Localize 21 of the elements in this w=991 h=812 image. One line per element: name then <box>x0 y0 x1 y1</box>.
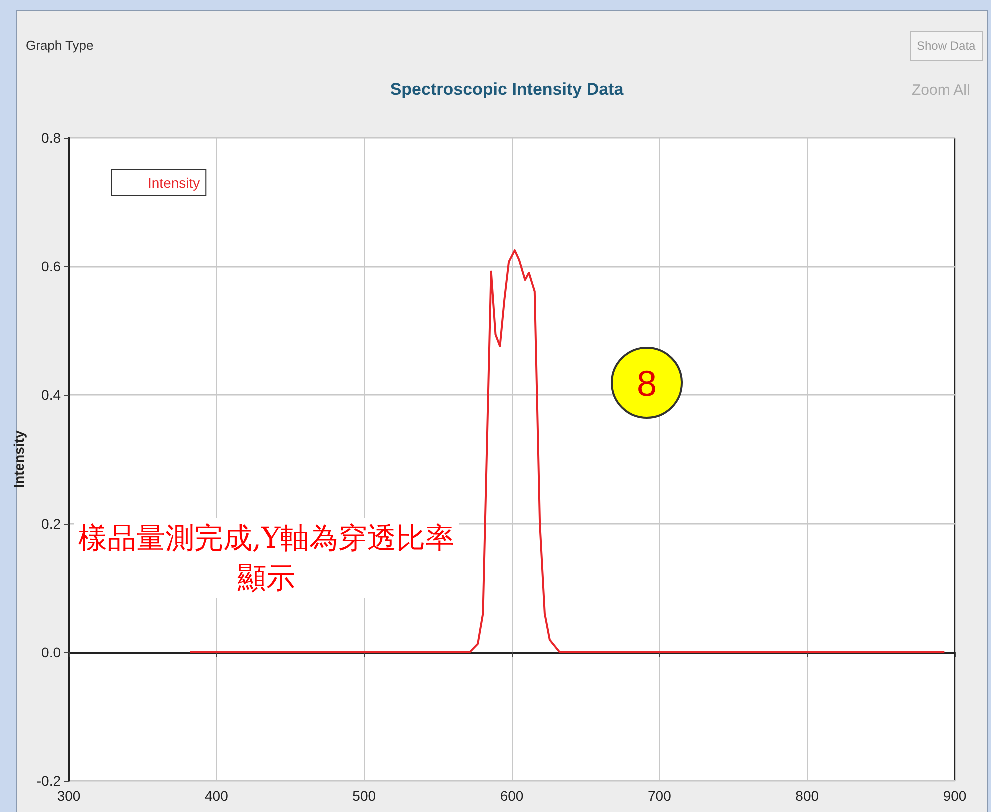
x-tick-label: 300 <box>57 788 81 804</box>
chart-title: Spectroscopic Intensity Data <box>390 80 624 99</box>
y-axis-title: Intensity <box>10 430 27 488</box>
x-tick-label: 600 <box>500 788 524 804</box>
y-tick-label: 0.4 <box>42 387 62 404</box>
text: Graph Type <box>26 38 94 53</box>
x-tick-label: 700 <box>648 788 672 804</box>
text: Intensity <box>148 175 200 191</box>
text: Zoom All <box>912 82 970 99</box>
show-data-button: Show Data <box>910 31 983 61</box>
x-tick-label: 800 <box>796 788 820 804</box>
x-tick-label: 400 <box>204 788 229 804</box>
y-tick-label: 0.8 <box>42 130 62 146</box>
y-tick-label: -0.2 <box>36 773 62 789</box>
y-tick-label: 0.0 <box>42 644 62 660</box>
y-tick-label: 0.6 <box>42 258 62 275</box>
x-tick-label: 900 <box>943 788 967 804</box>
x-tick-label: 500 <box>352 788 376 804</box>
y-tick-label: 0.2 <box>42 516 62 532</box>
annotation: 樣品量測完成,Y軸為穿透比率顯示 <box>74 518 459 598</box>
annotation: 8 <box>611 347 683 419</box>
